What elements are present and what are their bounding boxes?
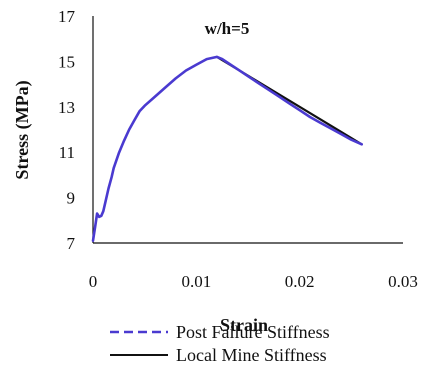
y-tick-label: 17 bbox=[58, 7, 76, 26]
y-tick-labels: 7 9 11 13 15 17 bbox=[58, 7, 76, 253]
x-tick-label: 0.03 bbox=[388, 272, 418, 291]
x-tick-label: 0.02 bbox=[285, 272, 315, 291]
x-tick-labels: 0 0.01 0.02 0.03 bbox=[89, 272, 418, 291]
legend-label: Local Mine Stiffness bbox=[176, 345, 327, 365]
x-tick-label: 0 bbox=[89, 272, 98, 291]
legend-label: Post Failure Stiffness bbox=[176, 322, 330, 342]
y-tick-label: 15 bbox=[58, 52, 75, 71]
y-tick-label: 13 bbox=[58, 98, 75, 117]
chart-title: w/h=5 bbox=[205, 19, 250, 38]
x-tick-label: 0.01 bbox=[181, 272, 211, 291]
y-tick-label: 9 bbox=[67, 189, 76, 208]
y-tick-label: 11 bbox=[59, 143, 75, 162]
series-layer bbox=[91, 55, 364, 242]
legend: Post Failure Stiffness Local Mine Stiffne… bbox=[110, 322, 330, 365]
y-tick-label: 7 bbox=[67, 234, 76, 253]
x-axis-title: Strain bbox=[220, 315, 268, 335]
series-line-post-failure-stiffness bbox=[91, 55, 364, 242]
y-axis-title: Stress (MPa) bbox=[12, 80, 33, 179]
